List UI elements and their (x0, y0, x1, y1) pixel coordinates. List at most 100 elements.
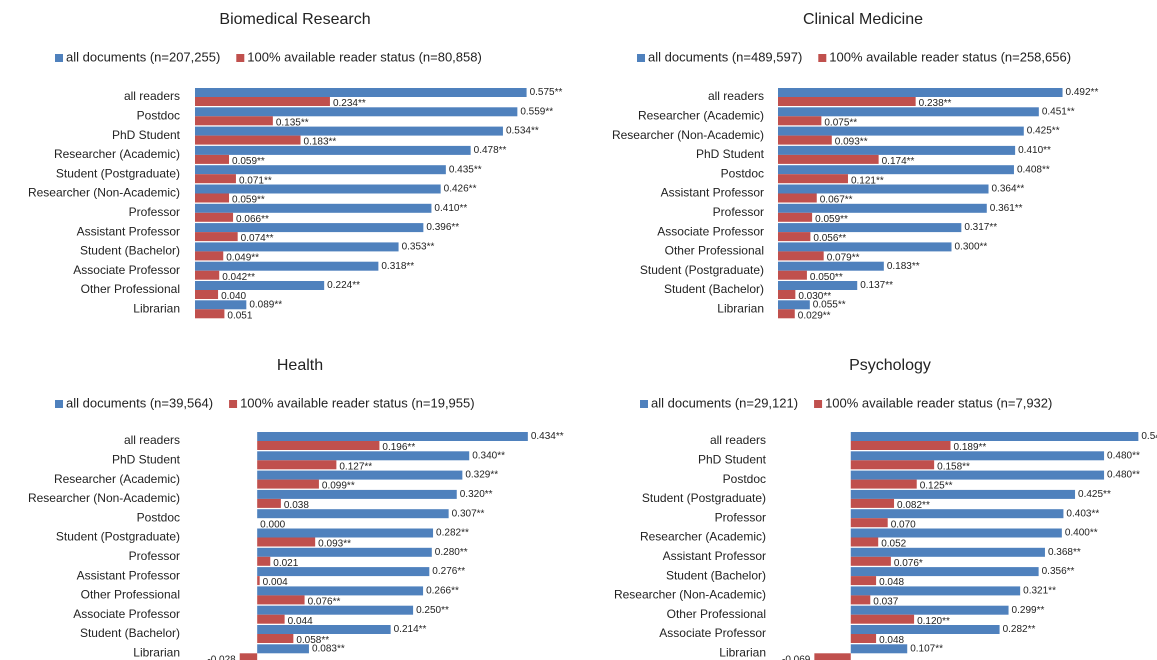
category-label: Student (Postgraduate) (640, 263, 764, 277)
value-label: 0.534** (506, 126, 539, 137)
value-label: 0.321** (1023, 586, 1056, 597)
bar (778, 203, 987, 213)
value-label: 0.158** (937, 461, 970, 472)
value-label: 0.021 (273, 558, 298, 569)
value-label: 0.174** (882, 156, 915, 167)
value-label: 0.435** (449, 164, 482, 175)
value-label: 0.396** (426, 222, 459, 233)
bar (850, 518, 888, 528)
category-label: Assistant Professor (77, 568, 180, 582)
value-label: 0.276** (432, 566, 465, 577)
category-label: Associate Professor (73, 607, 180, 621)
category-label: Other Professional (81, 282, 180, 296)
category-label: Librarian (133, 301, 180, 315)
value-label: 0.099** (322, 481, 355, 492)
value-label: 0.189** (954, 442, 987, 453)
bar (850, 567, 1039, 577)
bar (850, 451, 1105, 461)
value-label: 0.356** (1042, 566, 1075, 577)
category-label: Professor (129, 205, 180, 219)
category-label: Researcher (Non-Academic) (612, 128, 764, 142)
category-label: Student (Bachelor) (80, 626, 180, 640)
bar (850, 586, 1021, 596)
value-label: 0.079** (827, 253, 860, 264)
bar (257, 634, 294, 643)
bar (195, 300, 247, 310)
bar (778, 251, 824, 261)
legend-label: all documents (n=39,564) (66, 395, 213, 410)
bar (195, 145, 471, 155)
category-label: Other Professional (81, 588, 180, 602)
value-label: 0.317** (964, 222, 997, 233)
bar (850, 614, 915, 624)
bar (257, 537, 316, 547)
value-label: 0.050** (810, 272, 843, 283)
bar (778, 281, 858, 290)
bar (850, 528, 1062, 538)
bar (195, 193, 230, 203)
bar (850, 432, 1139, 441)
bar (778, 116, 822, 126)
value-label: 0.425** (1027, 126, 1060, 137)
value-label: 0.320** (460, 489, 493, 500)
value-label: 0.183** (304, 137, 337, 148)
value-label: 0.451** (1042, 106, 1075, 117)
value-label: 0.037 (873, 597, 898, 608)
bar (850, 479, 917, 489)
category-label: Professor (713, 205, 764, 219)
value-label: 0.318** (381, 261, 414, 272)
value-label: 0.434** (531, 431, 564, 442)
category-label: Student (Postgraduate) (56, 166, 180, 180)
category-label: PhD Student (112, 128, 181, 142)
value-label: 0.042** (222, 272, 255, 283)
legend-label: 100% available reader status (n=258,656) (829, 49, 1071, 64)
value-label: 0.410** (434, 203, 467, 214)
category-label: all readers (124, 433, 180, 447)
bar (778, 309, 795, 319)
bar (195, 184, 441, 194)
bar (850, 556, 891, 566)
bar (778, 107, 1039, 117)
value-label: 0.082** (897, 500, 930, 511)
bar (257, 451, 470, 461)
bar (778, 135, 832, 145)
value-label: 0.059** (232, 156, 265, 167)
value-label: 0.559** (520, 106, 553, 117)
value-label: 0.058** (296, 635, 329, 646)
value-label: 0.059** (232, 195, 265, 206)
category-label: Student (Postgraduate) (56, 530, 180, 544)
bar (195, 116, 273, 126)
legend-swatch (818, 54, 827, 62)
value-label: 0.224** (327, 280, 360, 291)
bar (778, 165, 1014, 175)
bar (195, 270, 220, 280)
bar (850, 489, 1076, 499)
value-label: 0.075** (824, 117, 857, 128)
bar (778, 126, 1024, 136)
bar (257, 625, 391, 634)
value-label: -0.069 (782, 654, 811, 660)
bar (195, 88, 527, 97)
category-label: all readers (708, 89, 764, 103)
bar (195, 281, 325, 290)
value-label: 0.029** (798, 310, 831, 321)
value-label: 0.120** (917, 616, 950, 627)
bar (195, 212, 234, 222)
value-label: 0.056** (813, 233, 846, 244)
legend-label: all documents (n=207,255) (66, 49, 220, 64)
category-label: Professor (129, 549, 180, 563)
value-label: 0.361** (990, 203, 1023, 214)
value-label: 0.071** (239, 175, 272, 186)
chart-title: Biomedical Research (219, 11, 370, 28)
legend-swatch (814, 400, 823, 408)
category-label: Professor (715, 510, 766, 524)
bar (195, 242, 399, 252)
category-label: Researcher (Academic) (54, 147, 180, 161)
value-label: 0.000 (260, 519, 285, 530)
value-label: -0.028 (207, 654, 236, 660)
category-label: Researcher (Academic) (638, 108, 764, 122)
bar (195, 251, 224, 261)
category-label: Librarian (133, 645, 180, 659)
bar (778, 88, 1063, 97)
